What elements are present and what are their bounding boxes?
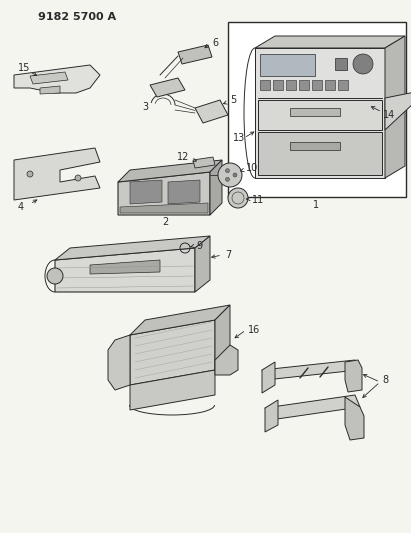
Polygon shape	[210, 160, 222, 215]
Polygon shape	[385, 36, 405, 178]
Polygon shape	[290, 142, 340, 150]
Polygon shape	[262, 360, 358, 380]
Polygon shape	[258, 132, 382, 175]
Polygon shape	[195, 236, 210, 292]
Text: 1: 1	[313, 200, 319, 210]
Text: 4: 4	[18, 202, 24, 212]
Circle shape	[47, 268, 63, 284]
Circle shape	[75, 175, 81, 181]
Polygon shape	[286, 80, 296, 90]
Polygon shape	[215, 305, 230, 370]
Circle shape	[226, 168, 229, 173]
Polygon shape	[14, 65, 100, 93]
Bar	[228, 22, 406, 197]
Polygon shape	[150, 78, 185, 97]
Text: 12: 12	[177, 152, 189, 162]
Polygon shape	[193, 157, 215, 168]
Polygon shape	[255, 36, 405, 48]
Polygon shape	[338, 80, 348, 90]
Text: 14: 14	[383, 110, 395, 120]
Text: 5: 5	[230, 95, 236, 105]
Polygon shape	[30, 72, 68, 84]
Polygon shape	[255, 48, 385, 178]
Text: 2: 2	[162, 217, 168, 227]
Polygon shape	[55, 236, 210, 260]
Polygon shape	[108, 335, 130, 390]
Polygon shape	[118, 172, 210, 215]
Polygon shape	[215, 345, 238, 375]
Polygon shape	[40, 86, 60, 94]
Polygon shape	[90, 260, 160, 274]
Polygon shape	[290, 108, 340, 116]
Polygon shape	[312, 80, 322, 90]
Text: 9: 9	[196, 241, 202, 251]
Polygon shape	[335, 58, 347, 70]
Text: 13: 13	[233, 133, 245, 143]
Polygon shape	[55, 248, 195, 292]
Polygon shape	[130, 320, 215, 385]
Polygon shape	[345, 360, 362, 392]
Polygon shape	[265, 400, 278, 432]
Circle shape	[226, 177, 229, 181]
Circle shape	[353, 54, 373, 74]
Polygon shape	[168, 180, 200, 204]
Polygon shape	[265, 395, 360, 420]
Text: 16: 16	[248, 325, 260, 335]
Polygon shape	[273, 80, 283, 90]
Text: 8: 8	[382, 375, 388, 385]
Polygon shape	[130, 180, 162, 204]
Polygon shape	[260, 80, 270, 90]
Text: 11: 11	[252, 195, 264, 205]
Polygon shape	[130, 370, 215, 410]
Text: 15: 15	[18, 63, 30, 73]
Polygon shape	[385, 92, 411, 130]
Circle shape	[218, 163, 242, 187]
Circle shape	[233, 173, 237, 177]
Polygon shape	[195, 100, 228, 123]
Text: 3: 3	[142, 102, 148, 112]
Polygon shape	[178, 45, 212, 64]
Text: 7: 7	[225, 250, 231, 260]
Polygon shape	[120, 203, 208, 213]
Circle shape	[228, 188, 248, 208]
Polygon shape	[14, 148, 100, 200]
Polygon shape	[260, 54, 315, 76]
Text: 9182 5700 A: 9182 5700 A	[38, 12, 116, 22]
Polygon shape	[130, 305, 230, 335]
Text: 10: 10	[246, 163, 258, 173]
Polygon shape	[262, 362, 275, 393]
Polygon shape	[118, 160, 222, 182]
Polygon shape	[325, 80, 335, 90]
Text: 6: 6	[212, 38, 218, 48]
Polygon shape	[345, 397, 364, 440]
Polygon shape	[299, 80, 309, 90]
Circle shape	[27, 171, 33, 177]
Polygon shape	[258, 100, 382, 130]
